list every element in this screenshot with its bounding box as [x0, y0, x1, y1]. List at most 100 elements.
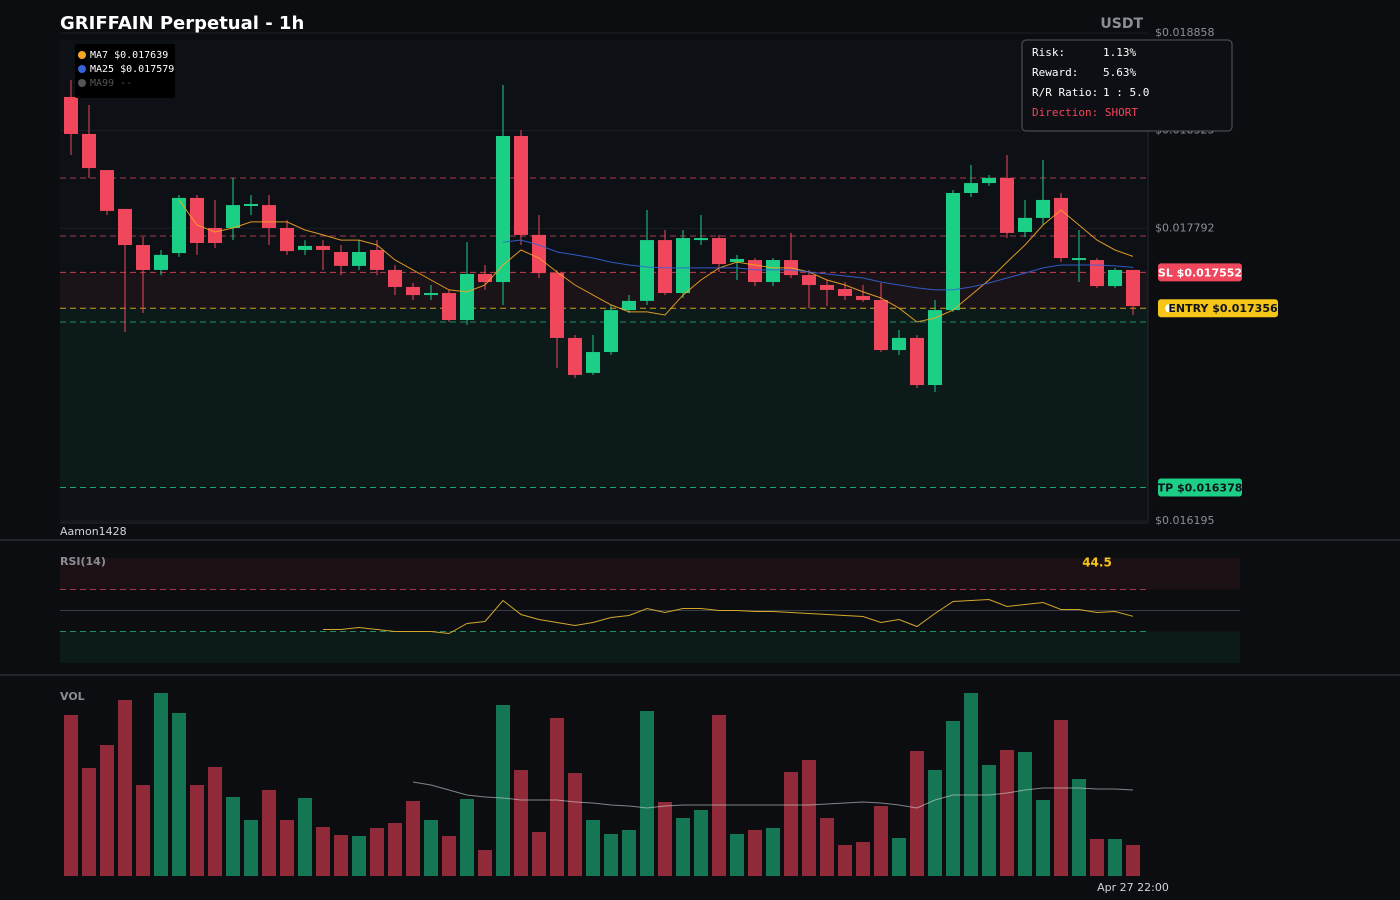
volume-bar: [514, 770, 528, 876]
candle-body: [586, 352, 600, 373]
ma-line: [502, 239, 1134, 291]
candle-body: [694, 238, 708, 241]
volume-bar: [802, 760, 816, 876]
candle-body: [1090, 260, 1104, 287]
level-label: TP $0.016378: [1158, 481, 1243, 494]
candle-body: [298, 245, 312, 250]
candle-body: [226, 205, 240, 228]
volume-bar: [604, 834, 618, 876]
info-value: 1.13%: [1103, 46, 1136, 59]
volume-bar: [1072, 779, 1086, 876]
watermark: Aamon1428: [60, 525, 127, 538]
rsi-value: 44.5: [1082, 556, 1112, 570]
legend-name: MA7: [90, 50, 108, 61]
info-frame: [1021, 39, 1233, 132]
volume-bar: [658, 802, 672, 876]
candle-body: [82, 133, 96, 169]
volume-bar: [622, 830, 636, 876]
legend-value: $0.017579: [120, 64, 174, 75]
candle-body: [334, 251, 348, 266]
level-label: ENTRY $0.017356: [1168, 302, 1278, 315]
volume-bar: [208, 767, 222, 876]
volume-bar: [982, 765, 996, 876]
volume-bar: [766, 828, 780, 876]
volume-bar: [910, 751, 924, 876]
volume-bar: [676, 818, 690, 876]
volume-bar: [892, 838, 906, 876]
volume-bar: [154, 693, 168, 876]
candle-body: [892, 337, 906, 351]
candle-body: [118, 208, 132, 246]
info-box: Risk: 1.13% Reward: 5.63% R/R Ratio: 1 : 5.0 D…: [1021, 39, 1233, 132]
candle-body: [982, 177, 996, 184]
info-label: Reward:: [1032, 66, 1078, 79]
legend-value: $0.017639: [114, 50, 168, 61]
legend-name: MA25: [90, 64, 114, 75]
candle-body: [478, 273, 492, 283]
legend-label: MA99 --: [90, 78, 132, 89]
info-label: Risk:: [1032, 46, 1065, 59]
candle-body: [244, 203, 258, 206]
rsi-band: [60, 558, 1240, 590]
info-label: R/R Ratio:: [1032, 86, 1098, 99]
candle-body: [1072, 258, 1086, 261]
volume-bar: [298, 798, 312, 876]
legend-box: [75, 44, 175, 98]
candle-body: [676, 238, 690, 294]
y-tick-label: $0.017792: [1155, 221, 1215, 234]
volume-bar: [370, 828, 384, 876]
info-value: 5.63%: [1103, 66, 1136, 79]
candle-body: [820, 284, 834, 290]
candle-body: [730, 258, 744, 263]
volume-bar: [1000, 750, 1014, 876]
legend-label: MA7 $0.017639: [90, 50, 168, 61]
volume-bar: [820, 818, 834, 876]
candle-body: [316, 245, 330, 250]
volume-bar: [226, 797, 240, 876]
ma-line: [178, 199, 1134, 323]
info-value: 1 : 5.0: [1103, 86, 1149, 99]
candle-body: [712, 238, 726, 265]
volume-bar: [928, 770, 942, 876]
rsi-band: [60, 631, 1240, 663]
candle-body: [370, 249, 384, 270]
candle-body: [1000, 177, 1014, 233]
candle-body: [352, 251, 366, 266]
volume-bar: [550, 718, 564, 876]
level-tag: [1158, 478, 1242, 497]
volume-bar: [964, 693, 978, 876]
volume-bar: [874, 806, 888, 876]
volume-bar: [694, 810, 708, 876]
volume-bar: [424, 820, 438, 876]
volume-bar: [388, 823, 402, 876]
volume-bar: [748, 830, 762, 876]
y-tick-label: $0.018858: [1155, 26, 1215, 39]
volume-bar: [280, 820, 294, 876]
candle-body: [1018, 217, 1032, 233]
legend-dot: [78, 79, 86, 87]
candle-body: [496, 135, 510, 283]
rsi-title: RSI(14): [60, 555, 106, 568]
volume-bar: [334, 835, 348, 876]
candle-body: [1054, 197, 1068, 259]
volume-bar: [1126, 845, 1140, 876]
candle-body: [64, 96, 78, 134]
info-direction: Direction: SHORT: [1032, 106, 1138, 119]
candle-body: [928, 310, 942, 386]
volume-bar: [1018, 752, 1032, 876]
level-label: SL $0.017552: [1158, 266, 1242, 279]
volume-bar: [262, 790, 276, 876]
volume-bar: [1054, 720, 1068, 876]
candle-body: [1108, 269, 1122, 287]
volume-bar: [946, 721, 960, 876]
legend-name: MA99: [90, 78, 114, 89]
volume-bar: [1108, 839, 1122, 876]
x-tick-label: Apr 27 22:00: [1097, 881, 1169, 894]
level-dot: [1165, 304, 1173, 313]
legend-dot: [78, 51, 86, 59]
volume-bar: [586, 820, 600, 876]
candle-body: [262, 205, 276, 228]
